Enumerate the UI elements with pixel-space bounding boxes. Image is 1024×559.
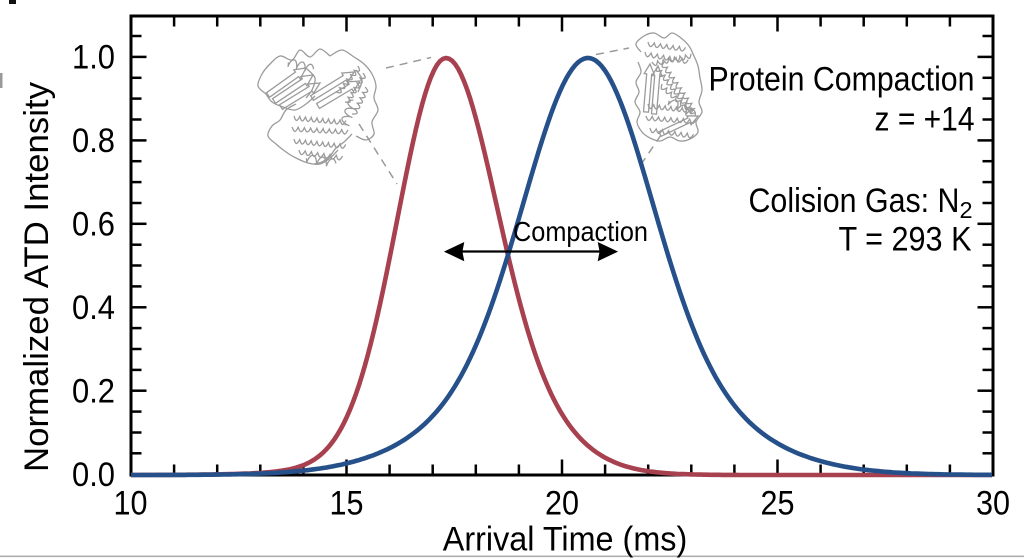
svg-text:25: 25 bbox=[761, 485, 795, 523]
svg-text:0.2: 0.2 bbox=[72, 372, 115, 410]
svg-text:15: 15 bbox=[330, 485, 364, 523]
svg-text:10: 10 bbox=[114, 485, 148, 523]
svg-text:z = +14: z = +14 bbox=[875, 101, 975, 139]
svg-text:0.4: 0.4 bbox=[72, 289, 115, 327]
svg-text:0.0: 0.0 bbox=[72, 456, 115, 494]
svg-text:Arrival Time (ms): Arrival Time (ms) bbox=[443, 520, 688, 558]
svg-text:Compaction: Compaction bbox=[513, 216, 648, 247]
svg-text:1.0: 1.0 bbox=[72, 38, 115, 76]
svg-text:Colision Gas: N: Colision Gas: N bbox=[749, 182, 960, 220]
svg-text:T = 293 K: T = 293 K bbox=[839, 221, 972, 259]
svg-text:2: 2 bbox=[960, 197, 973, 223]
svg-text:20: 20 bbox=[545, 485, 579, 523]
svg-text:Protein Compaction: Protein Compaction bbox=[709, 61, 975, 99]
svg-text:0.8: 0.8 bbox=[72, 122, 115, 160]
svg-text:0.6: 0.6 bbox=[72, 205, 115, 243]
svg-text:30: 30 bbox=[976, 485, 1010, 523]
svg-text:Normalized ATD Intensity: Normalized ATD Intensity bbox=[18, 82, 56, 472]
